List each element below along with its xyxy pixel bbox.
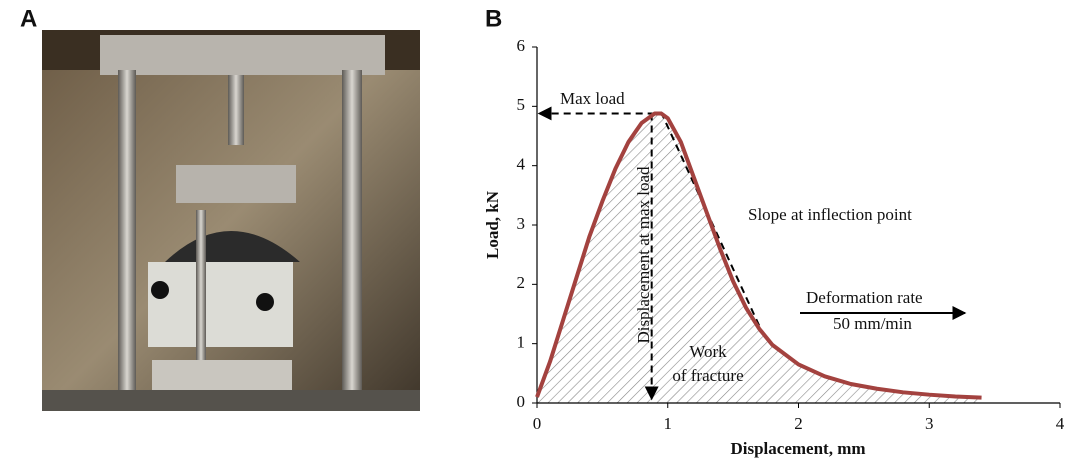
annotation: Slope at inflection point: [748, 205, 912, 224]
y-tick-label: 4: [517, 155, 526, 174]
x-tick-label: 2: [794, 414, 803, 433]
y-tick-label: 0: [517, 392, 526, 411]
y-tick-label: 2: [517, 273, 526, 292]
y-tick-label: 1: [517, 333, 526, 352]
x-axis-title: Displacement, mm: [730, 439, 865, 458]
x-tick-label: 1: [664, 414, 673, 433]
work-area: [537, 113, 982, 403]
annotation: 50 mm/min: [833, 314, 912, 333]
annotation: of fracture: [672, 366, 743, 385]
y-tick-label: 3: [517, 214, 526, 233]
y-tick-label: 6: [517, 36, 526, 55]
annotation: Displacement at max load: [634, 166, 653, 344]
photo: [42, 30, 420, 411]
panel-label: B: [485, 5, 502, 32]
x-tick-label: 4: [1056, 414, 1065, 433]
panel-label: A: [20, 5, 37, 32]
x-tick-label: 3: [925, 414, 934, 433]
y-axis-title: Load, kN: [483, 190, 502, 259]
annotation: Max load: [560, 89, 625, 108]
load-curve: [535, 111, 982, 400]
annotation: Work: [689, 342, 727, 361]
y-tick-label: 5: [517, 95, 526, 114]
annotation: Deformation rate: [806, 288, 923, 307]
x-tick-label: 0: [533, 414, 542, 433]
